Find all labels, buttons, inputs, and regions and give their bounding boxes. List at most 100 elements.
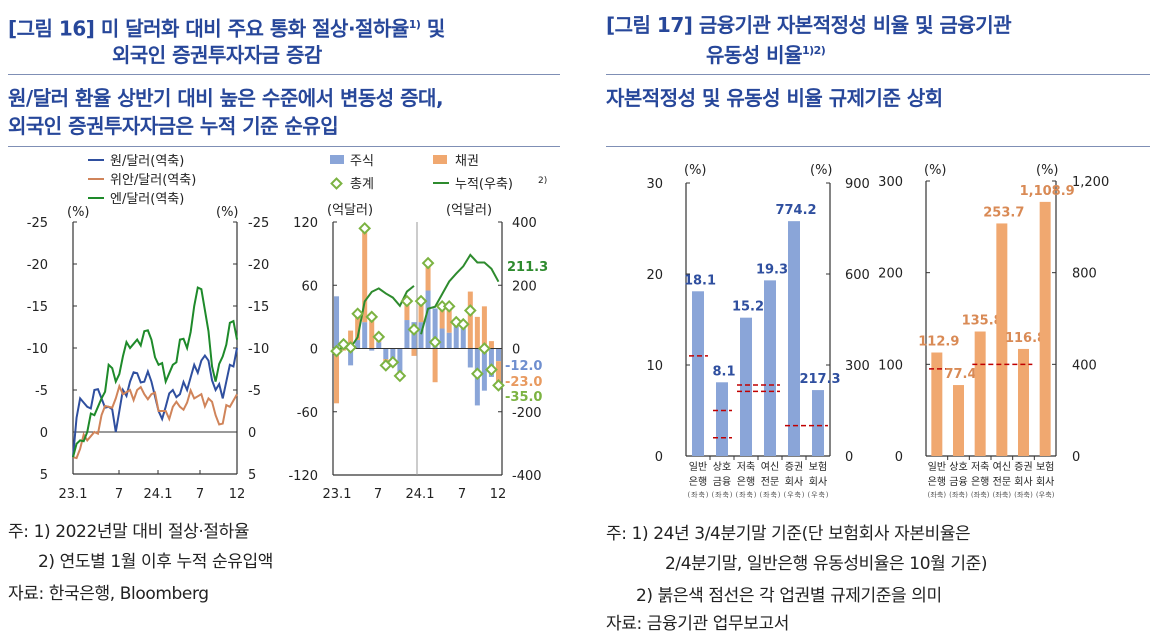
stock-bar [432,308,438,349]
stock-bar [453,323,459,349]
capital-category-axis-note: (우축) [784,490,805,499]
legend-label: 엔/달러(역축) [110,192,184,207]
capital-bar [764,280,776,456]
capital-category-axis-note: (좌축) [688,490,709,499]
y-tick-label: 0 [310,343,318,358]
liquidity-category-axis-note: (좌축) [1014,490,1033,499]
liquidity-category-axis-note: (좌축) [993,490,1012,499]
cumulative-line [420,253,500,335]
footnote: 2) 붉은색 점선은 각 업권별 규제기준을 의미 [636,586,942,606]
title-text: 유동성 비율 [706,42,802,67]
liquidity-bar [996,223,1008,456]
y2-tick-label: -200 [512,406,542,421]
liquidity-category-label: 전문 [993,476,1011,488]
capital-bar [788,221,800,456]
subtitle-text: 원/달러 환율 상반기 대비 높은 수준에서 변동성 증대, [8,86,444,110]
liquidity-y-tick-label: 100 [878,358,903,373]
liquidity-y-tick-label: 200 [878,267,903,282]
capital-bar [692,291,704,456]
cumulative-end-label: 211.3 [507,260,548,275]
y-tick-label: -60 [297,406,318,421]
capital-category-label: 은행 [737,476,755,488]
total-marker [400,294,414,308]
footnote: 2) 연도별 1월 이후 누적 순유입액 [38,552,273,572]
legend-label: 채권 [455,154,479,169]
capital-category-label: 회사 [785,476,803,488]
total-marker [470,367,484,381]
liquidity-category-axis-note: (좌축) [971,490,990,499]
divider [8,146,560,147]
title-text: 및 [420,16,445,41]
capital-category-label: 은행 [689,476,707,488]
liquidity-y2-tick-label: 400 [1072,358,1097,373]
liquidity-category-label: 회사 [1036,476,1054,488]
bond-bar [369,314,375,349]
liquidity-category-label: 금융 [949,476,967,488]
x-tick-label: 7 [115,487,123,502]
total-end-label: -35.0 [505,390,542,405]
legend-label: 위안/달러(역축) [110,173,196,188]
capital-y-tick-label: 20 [646,268,663,283]
y-axis-unit: (%) [67,205,90,220]
liquidity-category-label: 은행 [971,476,989,488]
total-marker [492,379,505,392]
divider [606,74,1150,75]
capital-category-label: 전문 [761,476,779,488]
liquidity-bar [974,331,986,456]
capital-y2-tick-label: 600 [845,268,870,283]
total-marker [442,299,456,313]
bond-bar [404,301,410,321]
stock-bar [460,326,466,349]
stock-bar [446,332,452,349]
legend-swatch [330,155,344,164]
stock-bar [488,348,494,377]
capital-category-label: 증권 [785,461,803,473]
total-marker [414,294,428,308]
total-marker [358,221,372,235]
legend-label: 원/달러(역축) [110,154,184,169]
total-marker [351,307,365,321]
y2-tick-label: 0 [512,343,520,358]
liquidity-y-tick-label: 300 [878,175,903,190]
capital-value-label: 8.1 [712,364,735,379]
liquidity-bar [1039,201,1051,456]
x-tick-label: 7 [458,487,466,502]
liquidity-bar [1018,348,1029,456]
stock-bar [376,342,382,349]
capital-category-axis-note: (좌축) [736,490,757,499]
liquidity-category-axis-note: (좌축) [928,490,947,499]
bond-bar [362,228,368,323]
capital-y-axis-unit: (%) [684,163,707,178]
y-tick-label: 120 [293,216,318,231]
legend-label: 누적(우축) [455,177,513,192]
liquidity-category-label: 회사 [1014,476,1032,488]
title-text: 외국인 증권투자자금 증감 [112,42,322,67]
capital-bar [740,317,752,456]
capital-value-label: 774.2 [775,203,816,218]
bond-bar [334,348,340,404]
x-tick-label: 12 [490,487,507,502]
capital-category-label: 보험 [809,461,827,473]
bond-bar [425,263,431,291]
liquidity-category-label: 저축 [971,461,989,473]
capital-y-tick-label: 30 [646,177,663,192]
bond-bar [446,306,452,333]
stock-bar [383,348,389,360]
total-marker [393,369,407,383]
stock-bar [481,348,487,391]
stock-bar [425,290,431,349]
bond-bar [467,291,473,349]
capital-category-label: 여신 [761,461,779,473]
y2-tick-label: -400 [512,469,542,484]
total-marker [372,330,386,344]
title-text: [그림 17] 금융기관 자본적정성 비율 및 금융기관 [606,13,1012,37]
liquidity-value-label: 112.9 [918,335,959,350]
bond-bar [432,348,438,383]
y2-tick-label: -5 [248,384,261,399]
source-note: 자료: 한국은행, Bloomberg [8,584,209,604]
capital-category-axis-note: (좌축) [760,490,781,499]
y2-tick-label: 400 [512,216,537,231]
liquidity-y-axis-unit: (%) [924,163,947,178]
bond-bar [348,330,354,349]
